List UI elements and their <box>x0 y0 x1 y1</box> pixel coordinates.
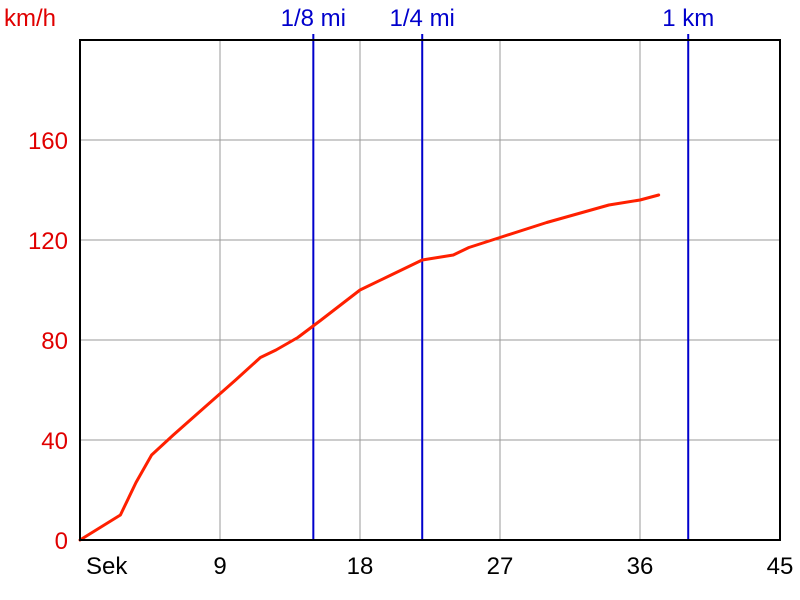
distance-markers <box>312 34 690 540</box>
y-tick-label: 80 <box>41 328 68 355</box>
x-axis-ticks: 9 18 27 36 45 <box>213 553 793 580</box>
distance-marker-label: 1/8 mi <box>281 5 346 32</box>
speed-series-line <box>78 193 661 542</box>
y-tick-label: 40 <box>41 428 68 455</box>
x-axis-label: Sek <box>86 553 128 580</box>
y-axis-label: km/h <box>4 5 56 32</box>
y-tick-label: 0 <box>55 528 68 555</box>
grid-lines <box>80 40 781 541</box>
marker-labels: 1/8 mi 1/4 mi 1 km <box>281 5 715 32</box>
distance-marker-label: 1 km <box>662 5 714 32</box>
x-tick-label: 9 <box>213 553 226 580</box>
y-tick-label: 120 <box>28 228 68 255</box>
x-tick-label: 36 <box>627 553 654 580</box>
y-tick-label: 160 <box>28 128 68 155</box>
y-axis-ticks: 0 40 80 120 160 <box>28 128 68 555</box>
distance-marker-label: 1/4 mi <box>390 5 455 32</box>
x-tick-label: 45 <box>767 553 794 580</box>
x-tick-label: 27 <box>487 553 514 580</box>
plot-frame <box>79 39 781 541</box>
x-tick-label: 18 <box>347 553 374 580</box>
